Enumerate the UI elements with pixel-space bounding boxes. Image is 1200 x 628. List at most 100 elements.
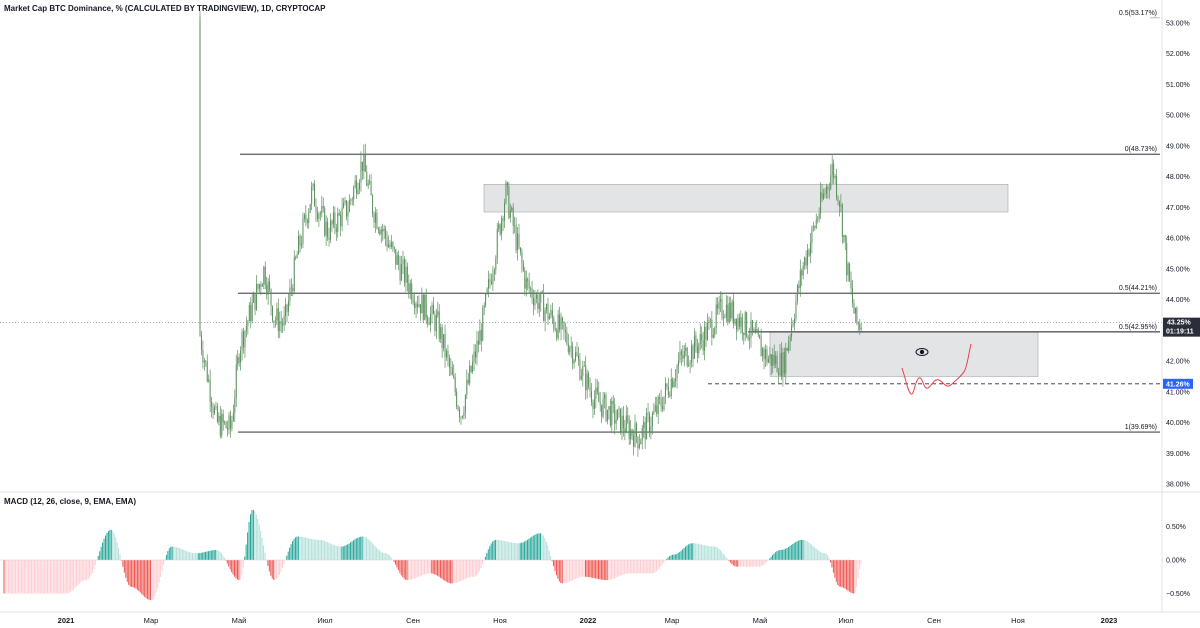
- candle-body: [654, 405, 656, 411]
- candle-body: [493, 269, 495, 275]
- candle-body: [456, 392, 458, 407]
- candle-body: [680, 351, 682, 356]
- candle-body: [852, 288, 853, 304]
- macd-histogram-bar: [537, 533, 539, 560]
- candle-body: [428, 322, 430, 325]
- chart-title: Market Cap BTC Dominance, % (CALCULATED …: [4, 4, 326, 13]
- time-tick-label: Июл: [317, 616, 332, 625]
- candle-body: [296, 254, 298, 259]
- candle-body: [498, 224, 500, 229]
- candle-body: [566, 332, 568, 344]
- macd-histogram-bar: [593, 560, 595, 579]
- macd-histogram-bar: [341, 546, 343, 560]
- macd-histogram-bar: [368, 539, 370, 560]
- candle-body: [860, 328, 862, 330]
- macd-histogram-bar: [450, 560, 452, 584]
- macd-histogram-bar: [218, 550, 220, 560]
- eye-icon[interactable]: [915, 348, 929, 356]
- macd-histogram-bar: [168, 548, 170, 560]
- candle-body: [495, 258, 497, 270]
- price-tick-label: 51.00%: [1166, 82, 1190, 89]
- macd-histogram-bar: [622, 560, 624, 575]
- macd-histogram-bar: [383, 553, 385, 560]
- candle-body: [214, 407, 215, 414]
- macd-histogram-bar: [74, 560, 76, 588]
- candle-body: [286, 304, 288, 312]
- candle-body: [656, 405, 658, 414]
- candle-body: [227, 428, 229, 430]
- macd-histogram-bar: [441, 560, 443, 579]
- macd-histogram-bar: [809, 543, 811, 560]
- macd-histogram-bar: [856, 560, 858, 588]
- macd-histogram-bar: [619, 560, 621, 576]
- macd-histogram-bar: [613, 560, 615, 579]
- macd-histogram-bar: [374, 546, 376, 560]
- macd-histogram-bar: [535, 534, 537, 560]
- candle-body: [270, 289, 272, 307]
- macd-histogram-bar: [673, 554, 675, 560]
- candle-body: [757, 329, 759, 336]
- macd-histogram-bar: [247, 532, 249, 560]
- candle-body: [309, 204, 311, 213]
- macd-histogram-bar: [409, 560, 411, 580]
- candle-body: [769, 354, 771, 359]
- macd-histogram-bar: [428, 560, 430, 574]
- macd-histogram-bar: [606, 560, 608, 581]
- macd-histogram-bar: [840, 560, 842, 587]
- macd-histogram-bar: [827, 555, 829, 560]
- candle-body: [598, 392, 600, 403]
- macd-histogram-bar: [805, 540, 807, 560]
- candle-body: [547, 304, 549, 320]
- support-zone[interactable]: [769, 331, 1039, 377]
- macd-histogram-bar: [439, 560, 441, 578]
- macd-histogram-bar: [596, 560, 598, 579]
- candle-body: [818, 213, 820, 219]
- macd-histogram-bar: [647, 560, 649, 574]
- candle-body: [676, 365, 678, 379]
- macd-histogram-bar: [344, 545, 346, 560]
- macd-histogram-bar: [348, 543, 350, 560]
- macd-histogram-bar: [142, 560, 144, 596]
- macd-histogram-bar: [564, 560, 566, 584]
- macd-histogram-bar: [131, 560, 133, 587]
- macd-histogram-bar: [737, 560, 739, 567]
- countdown-timer: 01:19:11: [1166, 329, 1194, 336]
- candle-body: [501, 218, 503, 234]
- candle-body: [825, 186, 827, 194]
- candle-body: [795, 300, 797, 320]
- macd-histogram-bar: [22, 560, 24, 594]
- macd-histogram-bar: [239, 560, 241, 580]
- candle-body: [257, 284, 259, 289]
- candle-body: [756, 329, 758, 333]
- time-tick-label: 2023: [1101, 616, 1118, 625]
- macd-histogram-bar: [553, 560, 555, 567]
- macd-histogram-bar: [503, 540, 505, 560]
- candle-body: [251, 302, 253, 322]
- macd-histogram-bar: [667, 557, 669, 560]
- resistance-zone[interactable]: [483, 184, 1009, 213]
- macd-histogram-bar: [366, 537, 367, 560]
- candle-body: [524, 270, 526, 289]
- macd-histogram-bar: [44, 560, 46, 594]
- candle-body: [411, 283, 413, 300]
- macd-histogram-bar: [399, 560, 401, 573]
- candle-body: [325, 221, 327, 236]
- macd-histogram-bar: [609, 560, 611, 580]
- macd-histogram-bar: [186, 551, 188, 560]
- candle-body: [443, 334, 445, 348]
- macd-tick-label: 0.50%: [1166, 524, 1186, 531]
- macd-histogram-bar: [286, 555, 288, 560]
- macd-histogram-bar: [728, 560, 730, 562]
- candle-body: [807, 250, 809, 266]
- macd-histogram-bar: [293, 538, 295, 560]
- macd-histogram-bar: [502, 540, 504, 560]
- candle-body: [499, 224, 501, 234]
- candle-body: [479, 330, 481, 345]
- candle-body: [231, 420, 233, 429]
- candle-body: [343, 202, 345, 208]
- time-tick-label: Июл: [838, 616, 853, 625]
- macd-histogram-bar: [589, 560, 591, 578]
- macd-histogram-bar: [841, 560, 843, 588]
- macd-histogram-bar: [115, 537, 117, 560]
- macd-histogram-bar: [432, 560, 434, 574]
